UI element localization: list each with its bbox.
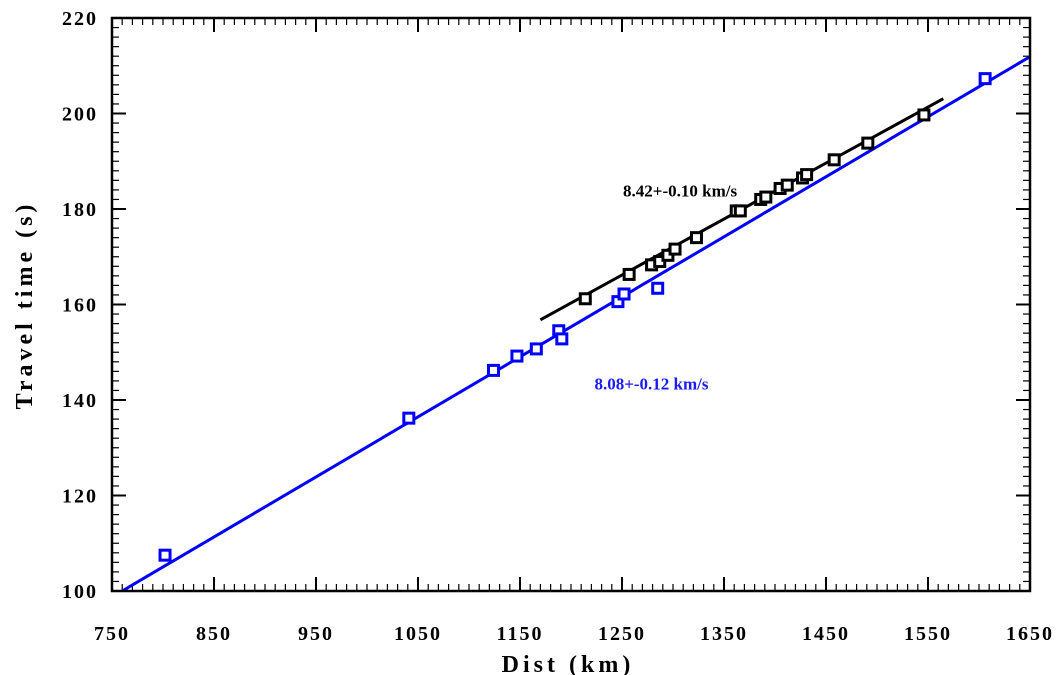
data-point [486,363,500,377]
data-point [917,108,931,122]
data-point [651,281,665,295]
data-point [780,178,794,192]
data-point [158,548,172,562]
y-tick-label: 180 [62,199,98,221]
y-axis-title: Travel time (s) [12,201,38,410]
y-tick-label: 100 [62,581,98,603]
data-point [668,242,682,256]
x-tick-label: 1150 [497,623,544,645]
x-axis-title: Dist (km) [502,652,635,675]
data-point [827,153,841,167]
y-tick-label: 200 [62,104,98,126]
x-tick-label: 950 [298,623,334,645]
data-point [617,287,631,301]
plot-frame [110,16,1032,593]
x-tick-label: 850 [196,623,232,645]
data-point [578,292,592,306]
x-tick-label: 1250 [598,623,646,645]
tick-labels: 750 850 950 1050 1150 1250 1350 1450 1550 1650 100… [62,8,1054,645]
y-tick-label: 140 [62,390,98,412]
x-tick-label: 1650 [1006,623,1054,645]
data-point [402,411,416,425]
data-point [978,72,992,86]
x-tick-label: 1550 [904,623,952,645]
data-point [510,349,524,363]
x-tick-label: 1050 [394,623,442,645]
y-tick-label: 160 [62,295,98,317]
velocity-annotation: 8.42+-0.10 km/s [623,182,737,201]
fit-line [121,55,1031,593]
x-tick-label: 1350 [700,623,748,645]
fit-lines [121,55,1031,593]
y-tick-label: 120 [62,486,98,508]
data-point [861,136,875,150]
data-point [529,342,543,356]
velocity-annotation: 8.08+-0.12 km/s [594,374,708,393]
data-point [689,231,703,245]
y-tick-label: 220 [62,8,98,30]
x-tick-label: 750 [94,623,130,645]
data-point [759,190,773,204]
data-point [555,332,569,346]
x-tick-label: 1450 [802,623,850,645]
data-point [800,168,814,182]
annotations: 8.42+-0.10 km/s 8.08+-0.12 km/s [594,182,737,394]
data-point [733,204,747,218]
data-points [158,72,992,562]
data-point [622,267,636,281]
